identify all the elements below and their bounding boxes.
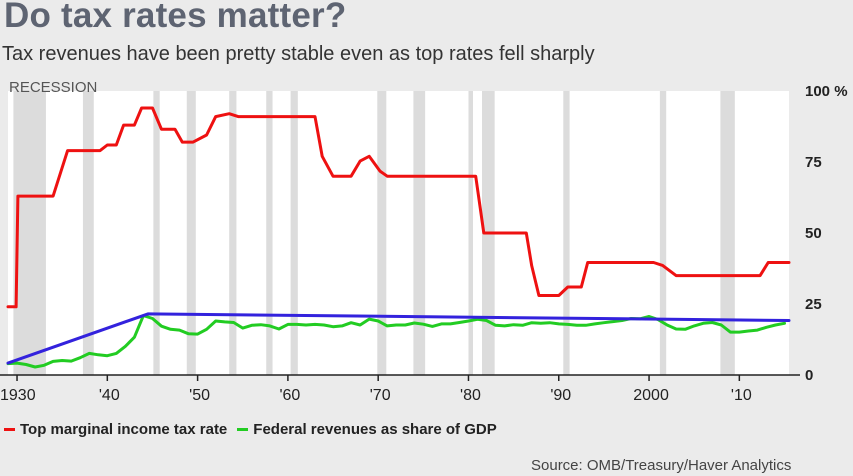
recession-band-1 [82,91,94,375]
x-tick-label: '10 [731,387,752,404]
legend: Top marginal income tax rate Federal rev… [4,421,507,438]
recession-band-4 [229,91,237,375]
recession-label: RECESSION [9,79,97,96]
series-lines [6,106,791,369]
x-tick-label: '40 [99,387,120,404]
recession-band-7 [377,91,387,375]
legend-swatch-red [4,428,15,431]
y-ticks: 0 25 50 75 100 % [805,83,848,384]
y-tick-label: 0 [805,367,813,384]
y-tick-label: 50 [805,225,822,242]
x-tick-label: '80 [460,387,481,404]
legend-label-top-rate: Top marginal income tax rate [20,421,228,438]
legend-item-top-rate: Top marginal income tax rate [4,421,227,438]
recession-band-11 [563,91,570,375]
source-note: Source: OMB/Treasury/Haver Analytics [531,457,792,474]
legend-label-revenues: Federal revenues as share of GDP [253,421,497,438]
x-tick-label: '90 [550,387,571,404]
recession-band-6 [290,91,298,375]
x-tick-label: '50 [189,387,210,404]
top-rate-line [6,106,791,309]
y-tick-label: 100 % [805,83,848,100]
x-tick-label: 2000 [633,387,669,404]
trend-line [6,312,791,365]
y-tick-label: 25 [805,296,822,313]
x-tick-label: 1930 [0,387,36,404]
recession-band-8 [413,91,426,375]
chart-subtitle: Tax revenues have been pretty stable eve… [2,43,595,65]
recession-band-3 [186,91,196,375]
recession-band-2 [153,91,160,375]
recession-band-13 [720,91,735,375]
recession-band-5 [266,91,273,375]
recession-band-12 [659,91,667,375]
recession-band-9 [468,91,473,375]
x-tick-label: '70 [370,387,391,404]
plot-area [8,91,789,375]
legend-swatch-green [237,428,249,431]
legend-item-revenues: Federal revenues as share of GDP [237,421,497,438]
x-ticks: 1930 '40 '50 '60 '70 '80 '90 2000 '10 [0,375,752,404]
recession-band-0 [13,91,46,375]
x-tick-label: '60 [279,387,300,404]
chart-title: Do tax rates matter? [4,0,347,35]
y-tick-label: 75 [805,154,822,171]
recession-bands [13,91,735,375]
